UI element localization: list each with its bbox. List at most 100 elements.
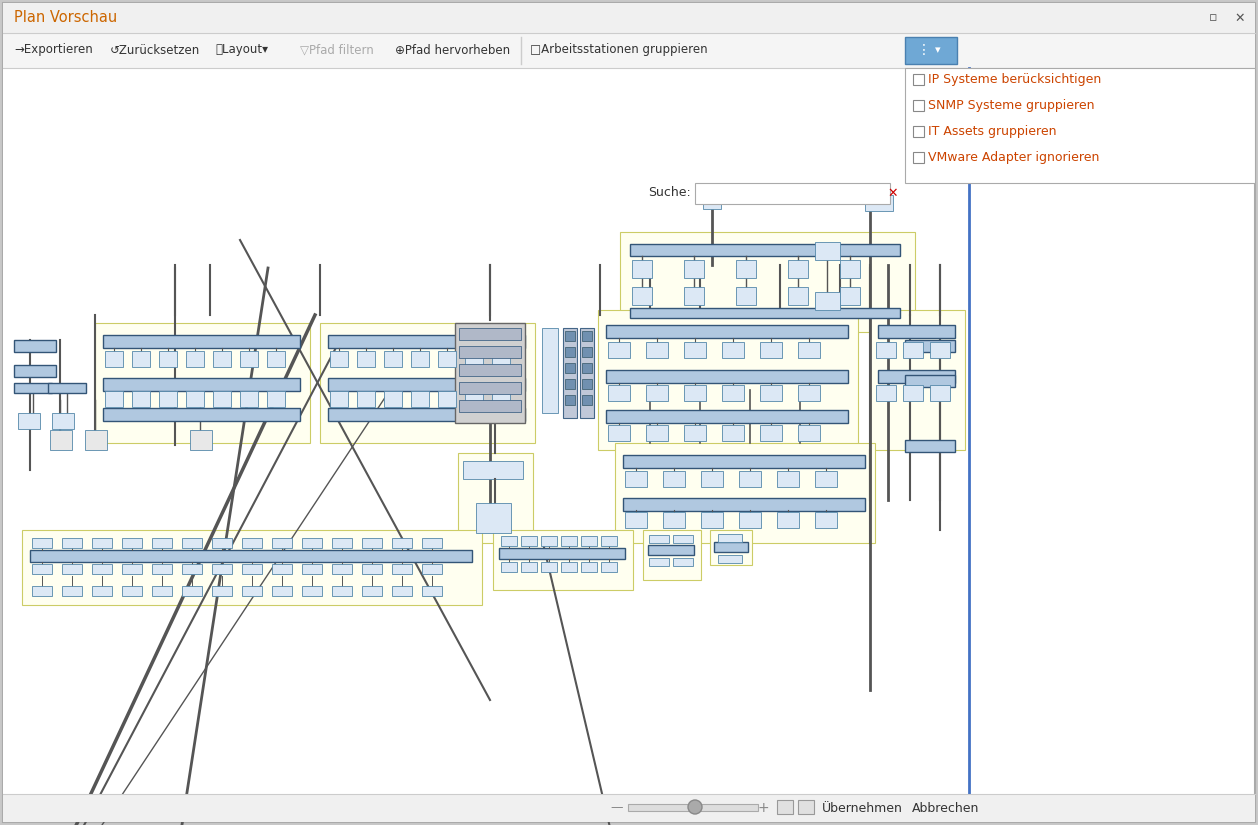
Bar (31, 564, 52, 574)
Bar (411, 351, 429, 367)
Bar (777, 800, 793, 814)
Bar (647, 425, 668, 441)
Bar (630, 308, 899, 318)
Bar (122, 564, 142, 574)
Bar (330, 351, 348, 367)
Bar (905, 37, 957, 64)
Bar (272, 538, 292, 548)
Bar (521, 562, 537, 572)
Text: ↺Zurücksetzen: ↺Zurücksetzen (109, 44, 200, 56)
Circle shape (688, 800, 702, 814)
Bar (411, 391, 429, 407)
Bar (903, 342, 923, 358)
Bar (777, 471, 799, 487)
Bar (582, 363, 593, 373)
Bar (459, 400, 521, 412)
Bar (913, 74, 923, 85)
Bar (362, 586, 382, 596)
Bar (459, 346, 521, 358)
Bar (18, 413, 40, 429)
Bar (788, 287, 808, 305)
Bar (663, 512, 686, 528)
Text: SNMP Systeme gruppieren: SNMP Systeme gruppieren (928, 100, 1094, 112)
Bar (722, 425, 743, 441)
Bar (798, 800, 814, 814)
Bar (606, 325, 848, 338)
Bar (878, 325, 955, 338)
Text: ▾: ▾ (935, 45, 941, 55)
Bar (50, 430, 72, 450)
Bar (606, 410, 848, 423)
Bar (718, 555, 742, 563)
Bar (213, 564, 231, 574)
Bar (332, 538, 352, 548)
Bar (21, 530, 482, 605)
Bar (615, 443, 876, 543)
Text: —: — (610, 802, 623, 814)
Bar (190, 430, 213, 450)
Bar (122, 538, 142, 548)
Bar (14, 340, 57, 352)
Text: ▫: ▫ (1209, 12, 1218, 25)
Bar (421, 564, 442, 574)
Bar (608, 385, 630, 401)
Bar (52, 413, 74, 429)
Bar (31, 538, 52, 548)
Bar (438, 351, 455, 367)
Bar (561, 562, 577, 572)
Text: ✕: ✕ (1235, 12, 1245, 25)
Bar (242, 538, 262, 548)
Bar (92, 538, 112, 548)
Bar (392, 586, 413, 596)
Bar (565, 379, 575, 389)
Bar (736, 287, 756, 305)
Bar (876, 385, 896, 401)
Bar (357, 391, 375, 407)
Bar (213, 391, 231, 407)
Bar (625, 512, 647, 528)
Bar (701, 471, 723, 487)
Bar (760, 342, 782, 358)
Bar (362, 538, 382, 548)
Text: □Arbeitsstationen gruppieren: □Arbeitsstationen gruppieren (530, 44, 707, 56)
Bar (930, 342, 950, 358)
Bar (623, 455, 866, 468)
Bar (582, 379, 593, 389)
Bar (815, 242, 840, 260)
Bar (701, 512, 723, 528)
Bar (104, 351, 123, 367)
Bar (684, 260, 704, 278)
Bar (267, 351, 286, 367)
Bar (3, 794, 1255, 822)
Bar (182, 538, 203, 548)
Bar (777, 512, 799, 528)
Bar (815, 512, 837, 528)
Bar (501, 562, 517, 572)
Bar (421, 538, 442, 548)
Bar (565, 395, 575, 405)
Bar (152, 538, 172, 548)
Bar (673, 535, 693, 543)
Bar (213, 586, 231, 596)
Text: ⋮: ⋮ (917, 43, 931, 57)
Bar (684, 385, 706, 401)
Bar (905, 440, 955, 452)
Bar (463, 461, 523, 479)
Bar (267, 391, 286, 407)
Bar (104, 391, 123, 407)
Bar (930, 385, 950, 401)
Bar (905, 340, 955, 352)
Bar (392, 564, 413, 574)
Bar (625, 471, 647, 487)
Bar (492, 351, 509, 367)
Bar (718, 534, 742, 542)
Bar (362, 564, 382, 574)
Bar (92, 586, 112, 596)
Bar (710, 530, 752, 565)
Bar (738, 512, 761, 528)
Bar (565, 347, 575, 357)
Bar (632, 287, 652, 305)
Bar (582, 395, 593, 405)
Text: +: + (757, 801, 769, 815)
Bar (30, 550, 472, 562)
